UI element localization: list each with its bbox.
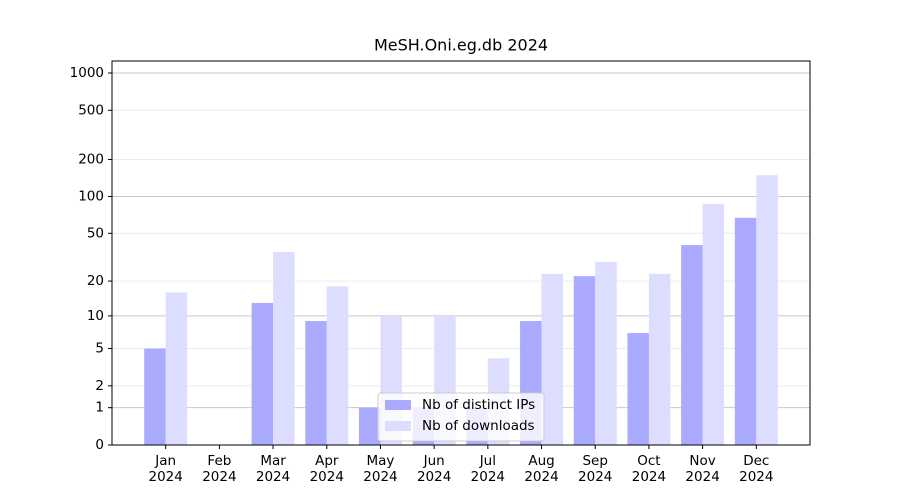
y-tick-label: 5 xyxy=(95,341,104,357)
y-tick-label: 20 xyxy=(87,273,104,289)
y-tick-label: 100 xyxy=(78,189,104,205)
y-tick-label: 1 xyxy=(95,400,104,416)
y-tick-label: 0 xyxy=(95,437,104,453)
x-tick-label: Oct 2024 xyxy=(631,453,667,485)
x-tick-label: Jan 2024 xyxy=(148,453,183,485)
y-tick-label: 50 xyxy=(87,225,104,241)
x-tick-label: Nov 2024 xyxy=(685,453,720,485)
legend: Nb of distinct IPs Nb of downloads xyxy=(377,392,545,442)
x-tick-label: Apr 2024 xyxy=(309,453,344,485)
bar xyxy=(165,292,188,445)
x-tick-label: Jun 2024 xyxy=(416,453,452,485)
legend-swatch xyxy=(385,400,411,410)
x-tick-label: May 2024 xyxy=(363,453,398,485)
bar xyxy=(681,245,703,445)
y-tick-label: 2 xyxy=(95,378,104,394)
bar xyxy=(358,407,381,445)
bar xyxy=(595,261,617,445)
x-tick-label: Feb 2024 xyxy=(202,453,237,485)
legend-box xyxy=(377,392,545,442)
bar xyxy=(648,273,671,445)
bar xyxy=(702,203,725,445)
x-tick-label: Mar 2024 xyxy=(255,453,291,485)
x-tick-label: Sep 2024 xyxy=(578,453,613,485)
axes-frame xyxy=(111,60,811,446)
y-tick-label: 1000 xyxy=(70,65,104,81)
grid xyxy=(112,72,810,446)
y-tick-label: 10 xyxy=(87,308,104,324)
bar xyxy=(251,302,274,445)
bar xyxy=(144,348,166,445)
x-tick-label: Jul 2024 xyxy=(470,453,506,485)
legend-label: Nb of downloads xyxy=(422,418,535,434)
x-tick-label: Dec 2024 xyxy=(739,453,774,485)
bar xyxy=(326,286,349,445)
y-tick-label: 200 xyxy=(78,151,104,167)
bar xyxy=(756,175,778,445)
bar xyxy=(573,276,596,445)
legend-swatch xyxy=(385,421,411,431)
legend-label: Nb of distinct IPs xyxy=(422,397,535,413)
y-tick-label: 500 xyxy=(78,102,104,118)
x-tick-label: Aug 2024 xyxy=(524,453,559,485)
bar xyxy=(627,333,649,445)
bar xyxy=(734,217,757,445)
bar xyxy=(273,252,295,445)
chart-title: MeSH.Oni.eg.db 2024 xyxy=(374,36,548,55)
bar xyxy=(541,273,564,445)
bar xyxy=(305,321,327,445)
